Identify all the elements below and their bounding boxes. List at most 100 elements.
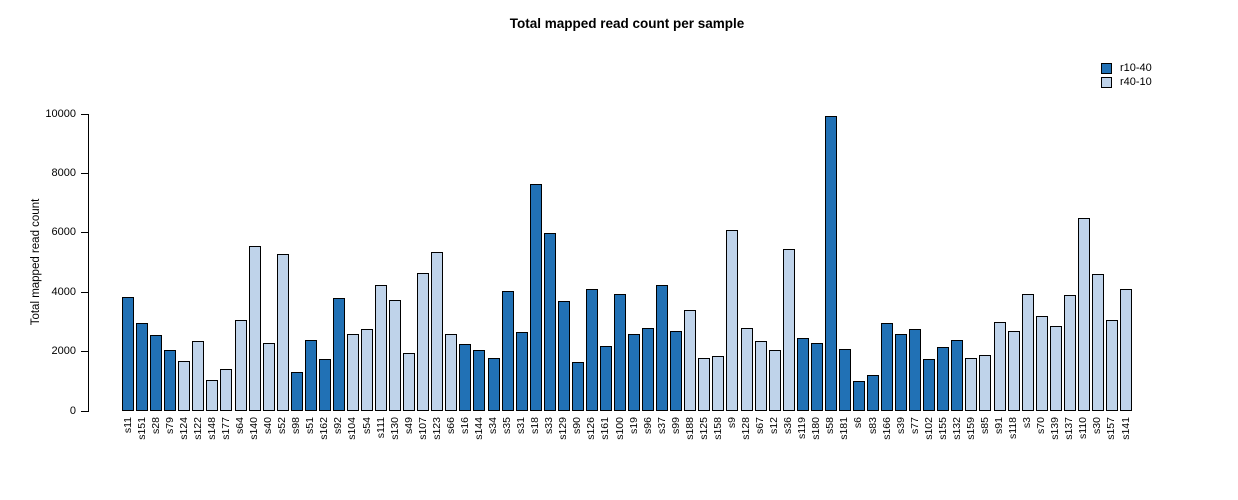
- bar-s122: [192, 341, 205, 411]
- bar-s77: [909, 329, 922, 411]
- legend-swatch-r40-10: [1101, 76, 1112, 88]
- bar-s98: [290, 372, 303, 411]
- x-tick-label-s107: s107: [416, 417, 429, 440]
- x-tick-label-s157: s157: [1105, 417, 1118, 440]
- x-tick-label-s6: s6: [852, 417, 865, 429]
- bar-s31: [515, 332, 528, 411]
- x-tick-label-s39: s39: [894, 417, 907, 434]
- bar-s140: [248, 246, 261, 411]
- bar-s92: [332, 298, 345, 411]
- bar-s51: [304, 339, 317, 411]
- x-tick-label-s159: s159: [964, 417, 977, 440]
- legend-item-r40-10: r40-10: [1101, 75, 1152, 89]
- bar-s16: [459, 344, 472, 411]
- bar-s119: [796, 338, 809, 411]
- x-tick-label-s83: s83: [866, 417, 879, 434]
- bar-s100: [614, 293, 626, 411]
- x-tick-label-s77: s77: [908, 417, 921, 434]
- legend-swatch-r10-40: [1101, 62, 1112, 74]
- x-tick-label-s162: s162: [318, 417, 331, 440]
- bar-s79: [164, 350, 177, 411]
- y-tick-8000: [81, 172, 88, 174]
- x-tick-label-s130: s130: [388, 417, 401, 440]
- x-tick-label-s28: s28: [149, 417, 162, 434]
- x-tick-label-s119: s119: [796, 417, 809, 439]
- bar-s19: [628, 333, 640, 411]
- x-tick-label-s144: s144: [472, 417, 485, 440]
- x-tick-label-s126: s126: [585, 417, 598, 440]
- x-tick-label-s49: s49: [402, 417, 415, 434]
- x-tick-label-s40: s40: [262, 417, 275, 434]
- bar-s155: [937, 347, 950, 411]
- bar-s110: [1077, 217, 1090, 411]
- bar-s148: [206, 379, 219, 411]
- x-tick-label-s124: s124: [177, 417, 190, 440]
- x-tick-label-s122: s122: [191, 417, 204, 440]
- bar-s37: [656, 284, 669, 411]
- x-tick-label-s104: s104: [346, 417, 359, 440]
- y-tick-label-6000: 6000: [51, 226, 76, 239]
- x-tick-label-s9: s9: [725, 417, 738, 429]
- x-tick-label-s64: s64: [234, 417, 246, 434]
- y-tick-label-4000: 4000: [51, 285, 76, 298]
- x-tick-label-s58: s58: [824, 417, 837, 434]
- bar-s139: [1049, 326, 1062, 411]
- x-tick-label-s158: s158: [711, 417, 724, 440]
- x-tick-label-s155: s155: [936, 417, 949, 440]
- bar-s6: [852, 381, 865, 411]
- x-tick-label-s110: s110: [1077, 417, 1090, 439]
- y-tick-0: [81, 410, 88, 412]
- bar-s137: [1063, 295, 1076, 411]
- x-tick-label-s99: s99: [669, 417, 682, 434]
- x-tick-label-s100: s100: [613, 417, 626, 440]
- chart-title: Total mapped read count per sample: [509, 16, 745, 31]
- bar-s67: [754, 341, 767, 411]
- y-tick-2000: [81, 351, 88, 353]
- bar-s30: [1091, 274, 1104, 411]
- bar-s177: [220, 369, 233, 411]
- y-tick-label-10000: 10000: [45, 107, 76, 120]
- y-tick-label-2000: 2000: [51, 345, 76, 358]
- x-tick-label-s67: s67: [754, 417, 766, 434]
- bar-s162: [318, 359, 331, 411]
- bar-s125: [698, 357, 711, 411]
- x-tick-label-s79: s79: [163, 417, 176, 434]
- x-tick-label-s128: s128: [740, 417, 752, 440]
- x-tick-label-s118: s118: [1007, 417, 1019, 439]
- bar-s126: [585, 289, 598, 411]
- bar-s118: [1007, 330, 1020, 411]
- bar-s18: [529, 183, 542, 411]
- bar-s91: [993, 321, 1006, 411]
- bar-s166: [881, 323, 893, 411]
- bar-s161: [599, 345, 612, 411]
- x-tick-label-s70: s70: [1035, 417, 1048, 434]
- bar-s129: [557, 301, 570, 411]
- x-tick-label-s66: s66: [444, 417, 457, 434]
- bar-s36: [782, 249, 795, 411]
- bar-s11: [122, 296, 134, 411]
- y-tick-6000: [81, 232, 88, 234]
- bar-s28: [150, 335, 163, 411]
- bar-s107: [417, 272, 430, 411]
- x-tick-label-s139: s139: [1049, 417, 1062, 440]
- bar-s66: [445, 333, 458, 411]
- bar-s3: [1021, 293, 1034, 411]
- x-tick-label-s148: s148: [205, 417, 218, 440]
- bar-s124: [178, 360, 191, 411]
- x-tick-label-s151: s151: [135, 417, 148, 440]
- x-tick-label-s52: s52: [276, 417, 289, 434]
- bar-s130: [389, 299, 402, 411]
- bar-s85: [979, 354, 992, 411]
- bar-s35: [501, 290, 514, 411]
- bar-s64: [234, 320, 247, 411]
- x-tick-label-s31: s31: [515, 417, 528, 434]
- x-tick-label-s98: s98: [290, 417, 303, 434]
- bar-s104: [346, 333, 359, 411]
- bar-s151: [136, 323, 149, 411]
- bar-s9: [726, 229, 739, 411]
- x-tick-label-s111: s111: [374, 417, 387, 439]
- bar-s34: [487, 357, 500, 411]
- x-tick-label-s92: s92: [332, 417, 345, 434]
- x-tick-label-s132: s132: [950, 417, 963, 440]
